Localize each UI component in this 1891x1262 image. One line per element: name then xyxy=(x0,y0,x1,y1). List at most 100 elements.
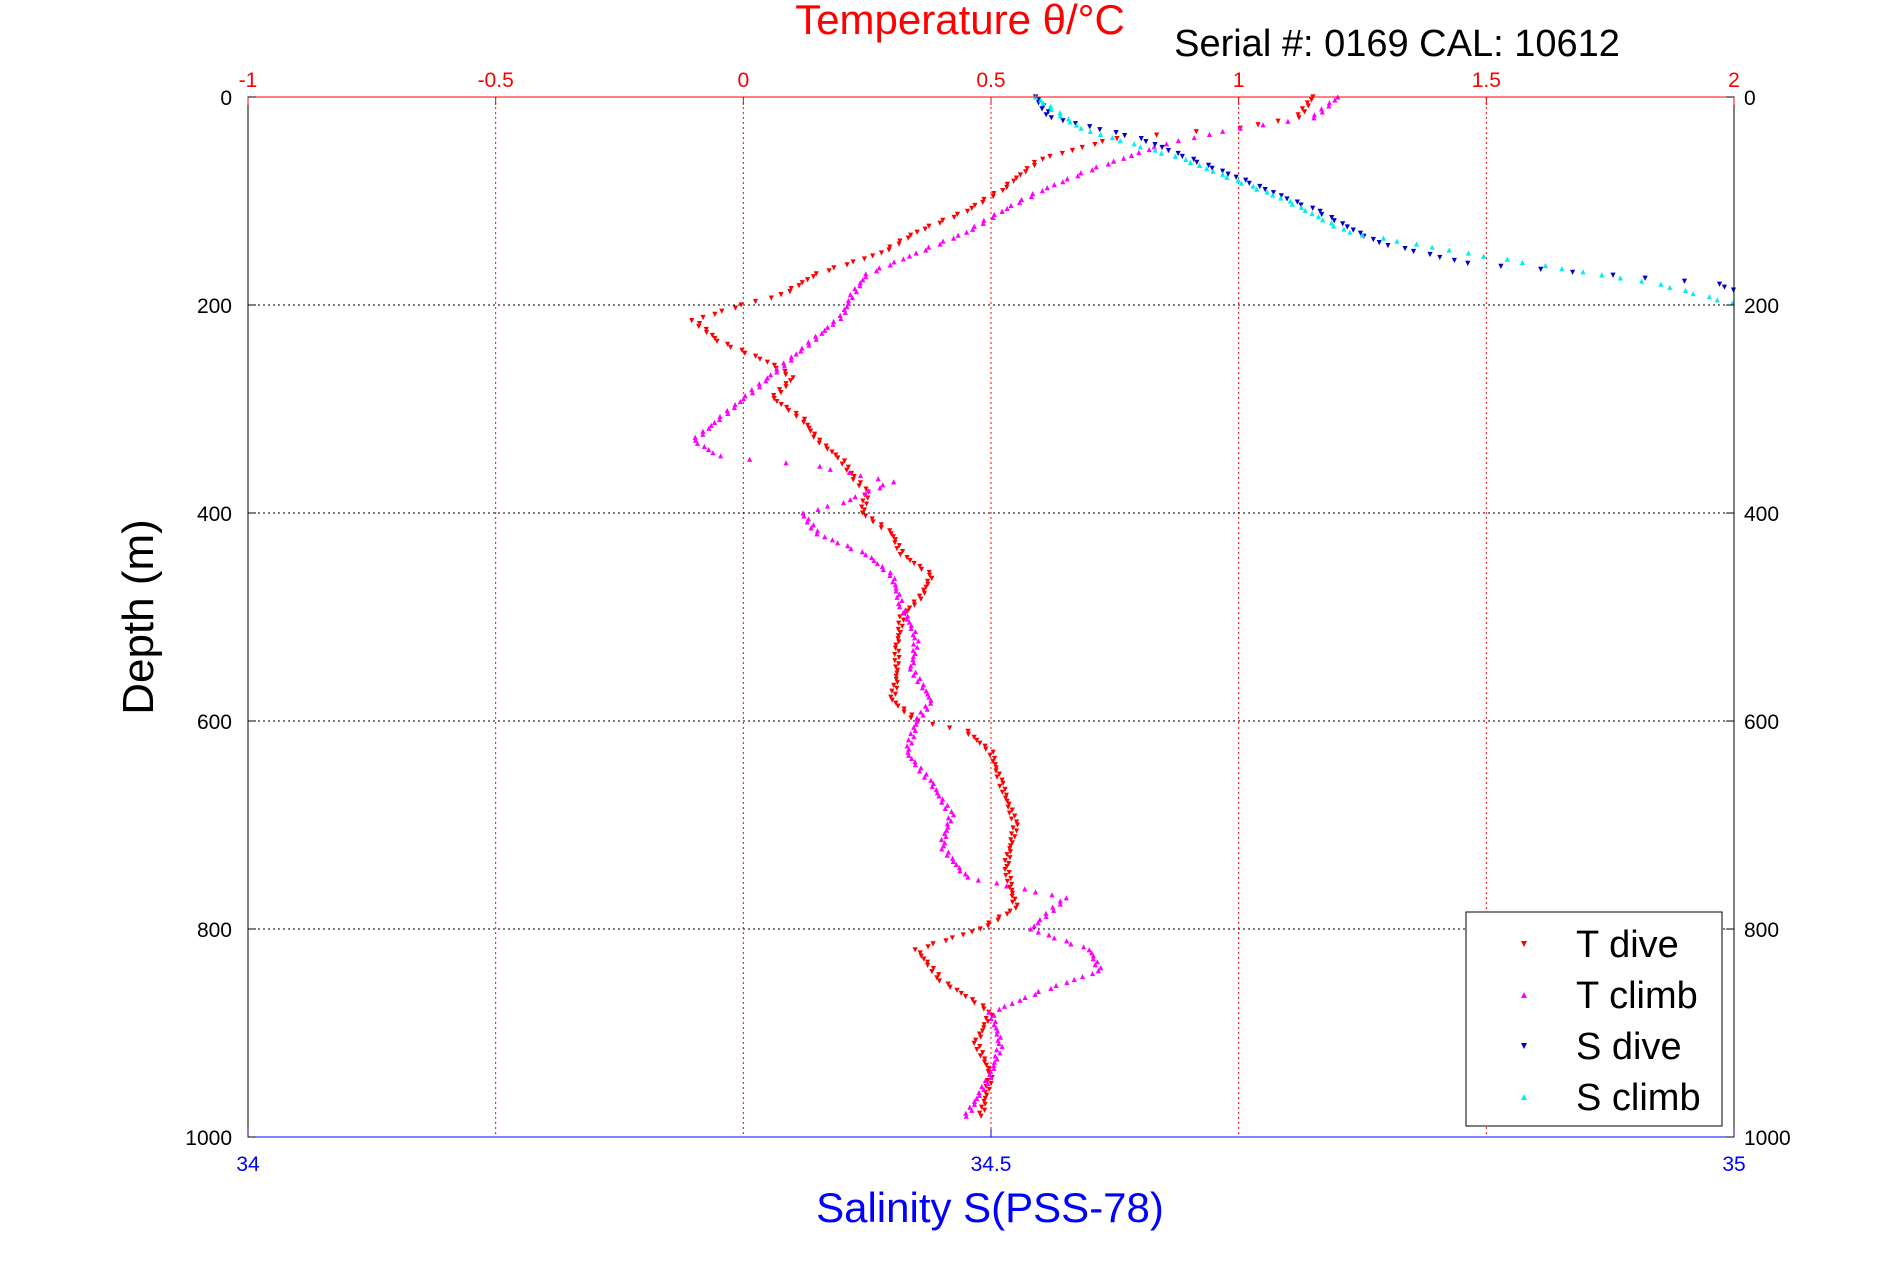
data-point xyxy=(774,366,780,372)
legend-label: S climb xyxy=(1576,1077,1701,1119)
data-point xyxy=(1038,97,1044,103)
data-point xyxy=(1137,144,1143,150)
data-point xyxy=(999,208,1005,214)
data-point xyxy=(1048,115,1054,121)
depth-tick-label-right: 0 xyxy=(1744,87,1756,110)
data-point xyxy=(1196,162,1203,168)
data-point xyxy=(1008,816,1015,822)
data-point xyxy=(893,642,899,648)
data-point xyxy=(1059,150,1065,157)
data-point xyxy=(917,675,923,681)
data-point xyxy=(844,262,850,268)
data-point xyxy=(1002,786,1008,792)
data-point xyxy=(869,516,875,522)
data-point xyxy=(991,755,998,762)
data-point xyxy=(849,294,856,301)
data-point xyxy=(1193,129,1199,135)
data-point xyxy=(908,625,914,632)
data-point xyxy=(904,616,910,622)
data-point xyxy=(978,1034,984,1040)
data-point xyxy=(1385,242,1391,249)
data-point xyxy=(982,1077,988,1084)
data-point xyxy=(700,314,706,321)
data-point xyxy=(866,488,872,494)
data-point xyxy=(706,446,712,453)
data-point xyxy=(1009,881,1015,888)
data-point xyxy=(985,923,991,929)
data-point xyxy=(692,437,699,443)
data-point xyxy=(856,483,862,489)
data-point xyxy=(942,805,948,811)
data-point xyxy=(814,528,821,534)
data-point xyxy=(710,450,716,456)
depth-tick-label-right: 600 xyxy=(1744,711,1779,734)
data-point xyxy=(1072,121,1079,127)
data-point xyxy=(863,552,869,558)
data-point xyxy=(892,582,899,588)
data-point xyxy=(737,398,743,405)
data-point xyxy=(1017,172,1023,178)
data-point xyxy=(886,247,892,253)
legend-label: T climb xyxy=(1576,975,1698,1017)
data-point xyxy=(1301,109,1308,115)
temperature-tick-label: -1 xyxy=(239,69,258,92)
data-point xyxy=(984,1077,991,1084)
data-point xyxy=(1111,158,1117,164)
data-point xyxy=(912,727,918,733)
data-point xyxy=(1402,245,1408,252)
data-point xyxy=(1319,211,1325,218)
data-point xyxy=(889,697,895,703)
data-point xyxy=(985,1080,991,1087)
data-point xyxy=(1380,235,1387,241)
data-point xyxy=(1183,156,1189,162)
data-point xyxy=(1262,186,1268,193)
data-point xyxy=(1287,198,1293,204)
data-point xyxy=(1410,248,1417,255)
data-point xyxy=(908,622,914,628)
data-point xyxy=(853,289,860,295)
data-point xyxy=(880,482,886,488)
data-point xyxy=(956,865,963,871)
data-point xyxy=(863,501,870,507)
data-point xyxy=(1394,238,1400,244)
data-point xyxy=(995,917,1001,923)
data-point xyxy=(906,619,912,625)
data-point xyxy=(1040,156,1046,162)
data-point xyxy=(1299,106,1306,112)
data-point xyxy=(870,519,876,525)
data-point xyxy=(752,298,759,305)
data-point xyxy=(1009,890,1016,896)
data-point xyxy=(912,635,918,641)
data-point xyxy=(732,401,738,408)
data-point xyxy=(801,513,807,519)
data-point xyxy=(896,241,902,247)
data-point xyxy=(783,372,789,378)
data-point xyxy=(930,721,936,728)
data-point xyxy=(923,771,929,777)
data-point xyxy=(831,265,837,271)
data-point xyxy=(1347,229,1353,235)
data-point xyxy=(894,685,900,691)
data-point xyxy=(776,387,783,393)
data-point xyxy=(1014,902,1020,908)
data-point xyxy=(851,474,857,480)
data-point xyxy=(992,1053,998,1059)
data-point xyxy=(1311,112,1317,118)
data-point xyxy=(896,543,902,549)
data-point xyxy=(1012,896,1018,902)
data-point xyxy=(899,597,905,603)
temperature-tick-label: 1.5 xyxy=(1472,69,1501,92)
data-point xyxy=(874,560,880,567)
data-point xyxy=(788,286,794,292)
data-point xyxy=(778,401,784,408)
data-point xyxy=(905,737,912,743)
data-point xyxy=(911,734,917,740)
data-point xyxy=(1004,181,1010,187)
data-point xyxy=(829,537,836,543)
data-point xyxy=(1099,138,1106,145)
data-point xyxy=(893,585,899,591)
data-point xyxy=(892,537,899,543)
data-point xyxy=(781,360,787,366)
data-point xyxy=(972,202,978,209)
data-point xyxy=(893,676,899,682)
